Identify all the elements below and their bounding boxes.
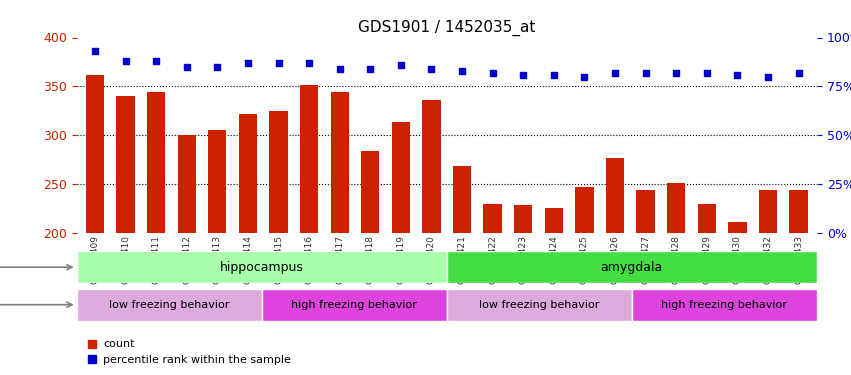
Bar — [575, 187, 594, 232]
Point — [486, 70, 500, 76]
Bar — [759, 190, 777, 232]
Text: hippocampus: hippocampus — [220, 261, 304, 274]
Bar — [330, 92, 349, 232]
Bar — [300, 85, 318, 232]
Bar — [269, 111, 288, 232]
Bar — [790, 190, 808, 232]
Text: tissue: tissue — [0, 261, 72, 274]
Point — [302, 60, 316, 66]
Point — [700, 70, 714, 76]
Point — [119, 58, 133, 64]
Text: low freezing behavior: low freezing behavior — [109, 300, 229, 310]
Point — [363, 66, 377, 72]
Point — [180, 64, 193, 70]
Text: high freezing behavior: high freezing behavior — [661, 300, 787, 310]
Point — [149, 58, 163, 64]
Point — [608, 70, 622, 76]
Title: GDS1901 / 1452035_at: GDS1901 / 1452035_at — [358, 20, 535, 36]
Point — [210, 64, 224, 70]
FancyBboxPatch shape — [77, 289, 262, 321]
Point — [547, 72, 561, 78]
Point — [670, 70, 683, 76]
Point — [89, 48, 102, 54]
FancyBboxPatch shape — [262, 289, 447, 321]
Point — [455, 68, 469, 74]
Legend: count, percentile rank within the sample: count, percentile rank within the sample — [83, 335, 295, 369]
FancyBboxPatch shape — [77, 251, 447, 283]
Bar — [361, 151, 380, 232]
FancyBboxPatch shape — [631, 289, 817, 321]
Bar — [391, 122, 410, 232]
Point — [517, 72, 530, 78]
Bar — [117, 96, 134, 232]
Point — [791, 70, 805, 76]
Point — [241, 60, 254, 66]
Point — [731, 72, 745, 78]
FancyBboxPatch shape — [447, 251, 817, 283]
Bar — [667, 183, 685, 232]
Bar — [453, 166, 471, 232]
Point — [333, 66, 346, 72]
Bar — [606, 158, 625, 232]
Bar — [728, 222, 746, 232]
Bar — [637, 190, 654, 232]
Text: low freezing behavior: low freezing behavior — [479, 300, 599, 310]
Bar — [208, 130, 226, 232]
Point — [425, 66, 438, 72]
Bar — [86, 75, 104, 232]
Text: genotype/variation: genotype/variation — [0, 298, 72, 311]
Bar — [178, 135, 196, 232]
Bar — [514, 205, 533, 232]
FancyBboxPatch shape — [447, 289, 631, 321]
Point — [271, 60, 285, 66]
Bar — [483, 204, 502, 232]
Bar — [147, 92, 165, 232]
Bar — [545, 208, 563, 232]
Bar — [698, 204, 716, 232]
Text: amygdala: amygdala — [601, 261, 663, 274]
Bar — [239, 114, 257, 232]
Bar — [422, 100, 441, 232]
Point — [394, 62, 408, 68]
Text: high freezing behavior: high freezing behavior — [291, 300, 417, 310]
Point — [578, 74, 591, 80]
Point — [761, 74, 774, 80]
Point — [639, 70, 653, 76]
